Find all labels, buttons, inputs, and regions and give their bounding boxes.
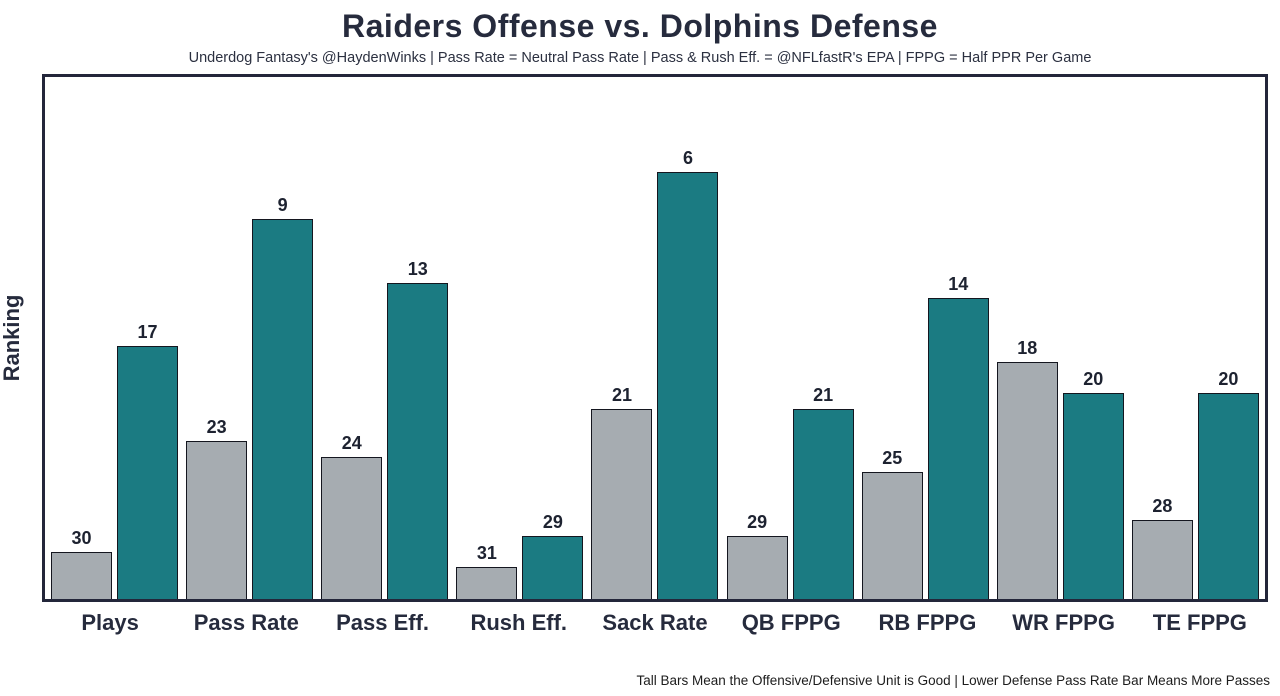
- bar-value-label: 29: [542, 511, 563, 532]
- x-axis-category-label: Pass Rate: [193, 610, 299, 635]
- chart-title: Raiders Offense vs. Dolphins Defense: [342, 8, 938, 44]
- offense-bar: [321, 456, 383, 599]
- bar-group: 18 20: [993, 77, 1128, 599]
- bar-value-label: 20: [1218, 369, 1239, 390]
- bar-value-label: 29: [747, 511, 768, 532]
- defense-bar: [117, 345, 179, 599]
- defense-bar: [657, 171, 719, 599]
- bar-column: 6: [657, 77, 719, 599]
- bar-value-label: 23: [206, 416, 227, 437]
- offense-bar: [591, 409, 653, 599]
- bar-column: 28: [1131, 77, 1193, 599]
- offense-bar: [996, 361, 1058, 599]
- bar-group: 23 9: [182, 77, 317, 599]
- defense-bar: [1197, 393, 1259, 599]
- defense-bar: [1062, 393, 1124, 599]
- chart-area: Ranking 30 17 23 9 24 13 31 29 21 6 29 21 25 14 18 20 28…: [0, 74, 1268, 602]
- bar-value-label: 24: [341, 432, 362, 453]
- offense-bar: [186, 440, 248, 599]
- bar-group: 29 21: [723, 77, 858, 599]
- bar-group: 25 14: [858, 77, 993, 599]
- bar-group: 21 6: [587, 77, 722, 599]
- bar-value-label: 21: [611, 385, 632, 406]
- plot-area: 30 17 23 9 24 13 31 29 21 6 29 21 25 14 18 20 28 20: [42, 74, 1268, 602]
- bar-value-label: 21: [813, 385, 834, 406]
- x-axis-labels: Plays Pass Rate Pass Eff. Rush Eff. Sack Rat…: [42, 610, 1268, 636]
- footer-note: Tall Bars Mean the Offensive/Defensive U…: [636, 673, 1270, 688]
- bar-column: 31: [456, 77, 518, 599]
- bar-group: 30 17: [47, 77, 182, 599]
- bar-value-label: 6: [682, 147, 693, 168]
- x-axis-category-label: Sack Rate: [602, 610, 708, 635]
- bar-column: 14: [927, 77, 989, 599]
- bar-group: 24 13: [317, 77, 452, 599]
- bar-column: 21: [792, 77, 854, 599]
- bar-value-label: 9: [277, 195, 288, 216]
- defense-bar: [252, 219, 314, 599]
- bar-column: 20: [1197, 77, 1259, 599]
- bar-value-label: 30: [71, 527, 92, 548]
- bar-column: 24: [321, 77, 383, 599]
- bar-column: 20: [1062, 77, 1124, 599]
- bar-column: 17: [117, 77, 179, 599]
- bar-value-label: 20: [1083, 369, 1104, 390]
- bar-column: 13: [387, 77, 449, 599]
- bar-value-label: 28: [1152, 495, 1173, 516]
- page: { "header": { "title": "Raiders Offense …: [0, 8, 1280, 696]
- chart-subtitle: Underdog Fantasy's @HaydenWinks | Pass R…: [188, 50, 1092, 66]
- bar-column: 29: [522, 77, 584, 599]
- bar-column: 25: [861, 77, 923, 599]
- bar-column: 21: [591, 77, 653, 599]
- bar-value-label: 13: [407, 258, 428, 279]
- offense-bar: [1131, 519, 1193, 599]
- defense-bar: [792, 409, 854, 599]
- offense-bar: [861, 472, 923, 599]
- bar-value-label: 18: [1017, 337, 1038, 358]
- offense-bar: [456, 567, 518, 599]
- offense-bar: [51, 551, 113, 599]
- bar-value-label: 17: [137, 321, 158, 342]
- y-axis-label: Ranking: [0, 294, 24, 382]
- x-axis-category-label: Plays: [81, 610, 139, 635]
- x-axis-category-label: WR FPPG: [1012, 610, 1115, 635]
- offense-bar: [726, 535, 788, 599]
- defense-bar: [927, 298, 989, 599]
- x-axis-category-label: Pass Eff.: [336, 610, 430, 635]
- x-axis-category-label: QB FPPG: [741, 610, 841, 635]
- defense-bar: [387, 282, 449, 599]
- defense-bar: [522, 535, 584, 599]
- x-axis-category-label: Rush Eff.: [470, 610, 568, 635]
- bar-group: 28 20: [1128, 77, 1263, 599]
- bar-column: 29: [726, 77, 788, 599]
- x-axis-category-label: RB FPPG: [878, 610, 977, 635]
- bar-value-label: 14: [948, 274, 969, 295]
- x-axis-category-label: TE FPPG: [1152, 610, 1247, 635]
- bar-value-label: 25: [882, 448, 903, 469]
- bar-column: 23: [186, 77, 248, 599]
- bar-column: 18: [996, 77, 1058, 599]
- bar-group: 31 29: [452, 77, 587, 599]
- bar-column: 9: [252, 77, 314, 599]
- bar-column: 30: [51, 77, 113, 599]
- bar-value-label: 31: [476, 543, 497, 564]
